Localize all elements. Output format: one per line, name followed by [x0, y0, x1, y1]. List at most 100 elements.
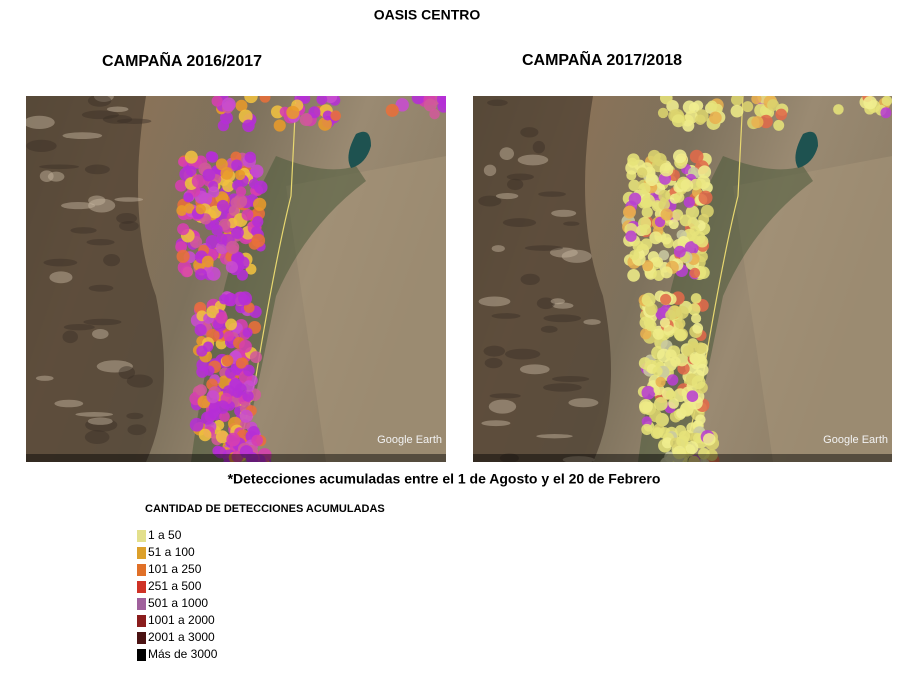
ridge [62, 330, 78, 344]
plain [733, 156, 892, 462]
ridge [483, 164, 497, 177]
panel-title: CAMPAÑA 2016/2017 [102, 50, 262, 70]
ridge [62, 132, 103, 140]
hotspot [228, 205, 240, 217]
hotspot [219, 111, 233, 125]
hotspot [629, 249, 640, 261]
hotspot [698, 190, 713, 205]
hotspot [698, 447, 710, 460]
hotspot [206, 305, 219, 319]
hotspot [242, 327, 253, 338]
hotspot [219, 411, 230, 422]
hotspot [202, 168, 216, 182]
hotspot [662, 437, 674, 449]
ridge [119, 220, 139, 232]
hotspot [660, 233, 672, 245]
hotspot [189, 417, 204, 432]
hotspot [244, 96, 258, 104]
hotspot [751, 96, 762, 105]
hotspot [639, 399, 653, 413]
hotspot [691, 375, 706, 390]
ridge [483, 345, 505, 357]
hotspot [751, 115, 764, 129]
hotspot [225, 261, 238, 274]
ridge [536, 434, 573, 439]
hotspot [880, 107, 892, 119]
hotspot [215, 311, 228, 324]
legend-label: 1 a 50 [148, 528, 182, 542]
hotspot [206, 266, 221, 281]
hotspot [641, 416, 652, 427]
legend-swatch [137, 615, 146, 627]
hotspot [286, 105, 300, 120]
hotspot [652, 366, 663, 377]
hotspot [251, 233, 266, 248]
hotspot [439, 96, 446, 109]
ridge [70, 227, 97, 234]
attribution-bar [26, 454, 446, 462]
hotspot [688, 455, 701, 462]
hotspot [767, 99, 779, 111]
hotspot [249, 351, 262, 364]
hotspot [184, 203, 195, 214]
hotspot [697, 266, 710, 279]
hotspot [239, 445, 253, 459]
hotspot [691, 313, 702, 324]
hotspot [177, 223, 190, 236]
ridge [93, 96, 114, 103]
legend-label: 101 a 250 [148, 562, 202, 576]
hotspot [308, 106, 321, 119]
hotspot [687, 217, 699, 229]
ridge [552, 302, 574, 309]
hotspot [660, 293, 672, 306]
hotspot [239, 339, 252, 353]
ridge [116, 212, 137, 224]
hotspot [881, 96, 892, 107]
hotspot [690, 293, 702, 304]
hotspot [658, 198, 670, 211]
mountains [473, 96, 611, 462]
legend-swatch [137, 547, 146, 559]
hotspot [730, 96, 744, 106]
ridge [87, 96, 112, 107]
ridge [561, 249, 592, 263]
hotspot [252, 215, 264, 228]
hotspot [208, 186, 220, 198]
ridge [520, 273, 540, 285]
ridge [114, 197, 144, 202]
hotspot [201, 411, 215, 425]
hotspot [689, 352, 702, 365]
hotspot [204, 365, 215, 376]
hotspot [625, 230, 637, 242]
hotspot [226, 240, 240, 254]
ridge [87, 417, 113, 425]
hotspot [641, 206, 653, 218]
hotspot [659, 96, 673, 105]
hotspot [196, 345, 208, 357]
ridge [583, 319, 601, 325]
hotspot [632, 240, 644, 252]
hotspot [299, 113, 313, 126]
ridge [85, 418, 118, 432]
hotspot [299, 96, 311, 104]
hotspot [241, 208, 254, 221]
hotspot [225, 318, 237, 331]
hotspot [205, 235, 220, 249]
hotspot [695, 114, 706, 125]
ridge [502, 218, 537, 227]
hotspot [692, 322, 704, 334]
legend-label: Más de 3000 [148, 647, 218, 661]
hotspot [666, 374, 679, 386]
hotspot [655, 307, 669, 321]
hotspot [198, 428, 212, 442]
hotspot [627, 269, 640, 282]
panel-title: CAMPAÑA 2017/2018 [522, 49, 682, 69]
hotspot [712, 103, 723, 115]
watermark: Google Earth [377, 434, 442, 446]
hotspot [684, 110, 699, 124]
ridge [102, 114, 133, 124]
hotspot [670, 356, 681, 367]
ridge [519, 364, 550, 375]
hotspot [657, 107, 669, 119]
ridge [550, 298, 565, 305]
